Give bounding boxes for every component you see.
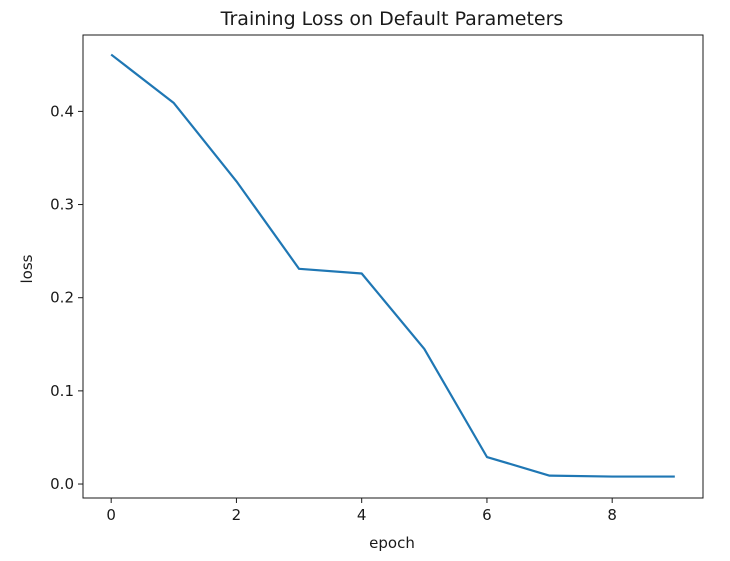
y-tick-label: 0.4	[50, 102, 74, 120]
x-tick-label: 2	[232, 506, 242, 524]
x-tick-label: 8	[607, 506, 617, 524]
x-tick-label: 0	[106, 506, 116, 524]
x-tick-label: 6	[482, 506, 492, 524]
y-tick-label: 0.1	[50, 382, 74, 400]
y-axis-label: loss	[18, 254, 36, 283]
x-tick-label: 4	[357, 506, 367, 524]
y-tick-label: 0.3	[50, 196, 74, 214]
y-tick-label: 0.0	[50, 475, 74, 493]
chart-title: Training Loss on Default Parameters	[220, 8, 564, 30]
x-axis-label: epoch	[369, 534, 415, 552]
x-axis-ticks: 0 2 4 6 8	[106, 498, 617, 524]
series-line	[111, 55, 675, 477]
plot-content	[111, 55, 675, 477]
y-axis-ticks: 0.0 0.1 0.2 0.3 0.4	[50, 102, 83, 493]
y-tick-label: 0.2	[50, 289, 74, 307]
